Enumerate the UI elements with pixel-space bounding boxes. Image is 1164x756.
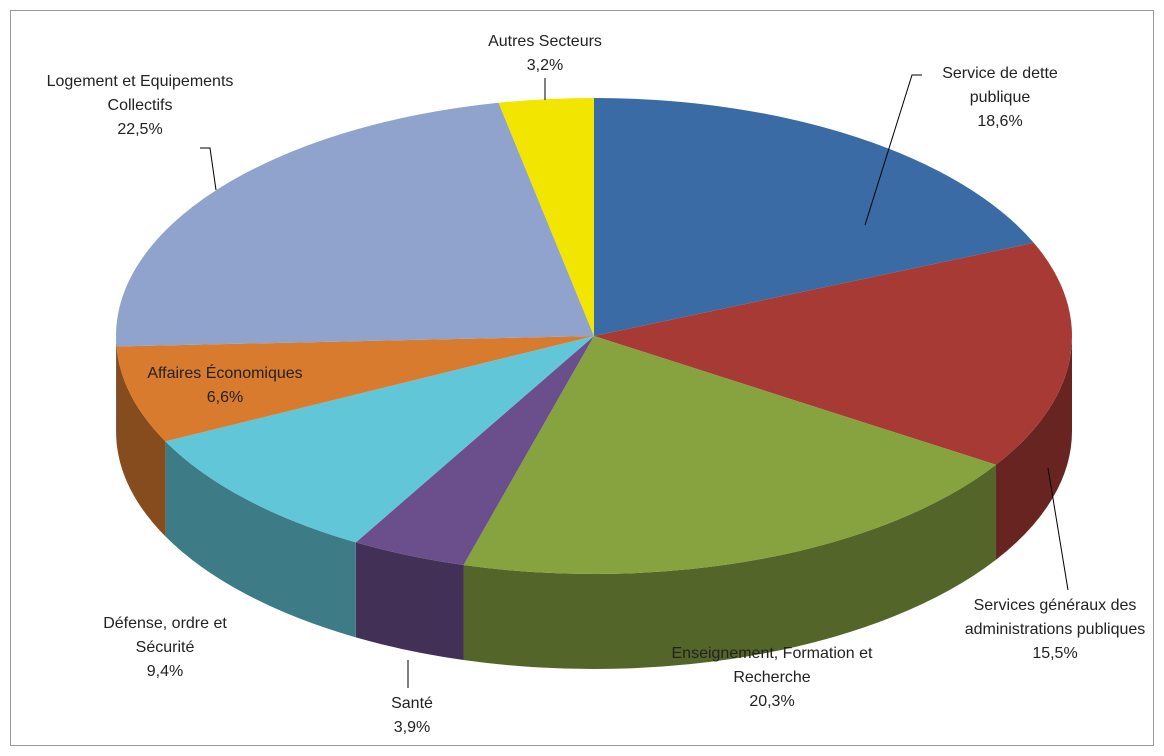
slice-label: Logement et Equipements Collectifs 22,5% bbox=[33, 70, 248, 142]
label-value: 18,6% bbox=[977, 113, 1023, 130]
slice bbox=[594, 242, 1072, 465]
slice-side bbox=[463, 464, 996, 669]
slice-label: Santé 3,9% bbox=[391, 692, 433, 740]
leader-line bbox=[200, 147, 217, 191]
label-name: Défense, ordre et Sécurité bbox=[103, 615, 227, 656]
label-value: 22,5% bbox=[117, 121, 163, 138]
slice bbox=[116, 336, 595, 442]
label-value: 9,4% bbox=[146, 663, 184, 680]
slice-side bbox=[116, 346, 166, 537]
slice-label: Services généraux des administrations pu… bbox=[960, 594, 1150, 666]
label-value: 3,9% bbox=[393, 719, 431, 736]
slice-label: Service de dette publique 18,6% bbox=[910, 62, 1090, 134]
label-name: Service de dette publique bbox=[942, 65, 1058, 106]
label-value: 3,2% bbox=[526, 57, 564, 74]
label-name: Autres Secteurs bbox=[488, 33, 602, 50]
label-value: 20,3% bbox=[749, 693, 795, 710]
leader-line bbox=[1047, 467, 1069, 591]
label-name: Santé bbox=[391, 695, 433, 712]
slice-label: Affaires Économiques 6,6% bbox=[147, 362, 302, 410]
pie bbox=[116, 98, 1072, 669]
chart-border bbox=[10, 10, 1154, 746]
leader-lines bbox=[200, 74, 1069, 688]
leader-line bbox=[864, 74, 922, 226]
label-value: 6,6% bbox=[206, 389, 244, 406]
label-name: Affaires Économiques bbox=[147, 365, 303, 382]
slice-label: Défense, ordre et Sécurité 9,4% bbox=[90, 612, 240, 684]
slice bbox=[116, 102, 595, 347]
slice bbox=[165, 336, 594, 543]
slice bbox=[355, 336, 594, 565]
label-value: 15,5% bbox=[1032, 645, 1078, 662]
label-name: Enseignement, Formation et Recherche bbox=[671, 645, 873, 686]
slice-label: Autres Secteurs 3,2% bbox=[488, 30, 602, 78]
slice-side bbox=[995, 336, 1072, 560]
label-name: Services généraux des administrations pu… bbox=[964, 597, 1146, 638]
slice-side bbox=[165, 441, 356, 638]
slice bbox=[463, 336, 996, 574]
label-name: Logement et Equipements Collectifs bbox=[46, 73, 234, 114]
slice-side bbox=[355, 542, 464, 660]
slice bbox=[498, 98, 594, 336]
slice-label: Enseignement, Formation et Recherche 20,3… bbox=[662, 642, 882, 714]
slice bbox=[594, 98, 1034, 336]
